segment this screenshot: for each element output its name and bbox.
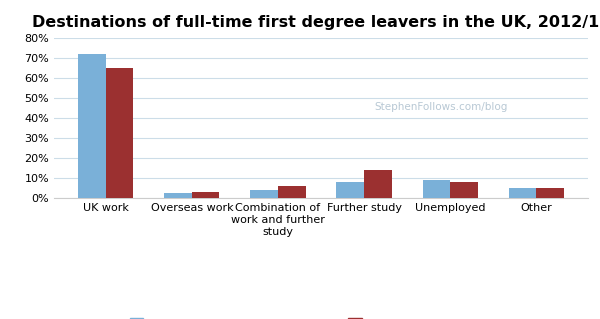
Text: StephenFollows.com/blog: StephenFollows.com/blog [374, 102, 508, 112]
Bar [364, 170, 392, 198]
Title: Destinations of full-time first degree leavers in the UK, 2012/13: Destinations of full-time first degree l… [32, 15, 600, 30]
Bar [106, 68, 133, 198]
Bar [337, 182, 364, 198]
Bar [422, 180, 450, 198]
Bar [164, 193, 192, 198]
Bar [536, 188, 564, 198]
Bar [278, 186, 305, 198]
Bar [192, 192, 220, 198]
Bar [509, 188, 536, 198]
Bar [250, 190, 278, 198]
Bar [450, 182, 478, 198]
Bar [78, 54, 106, 198]
Legend: Creative arts & design graduates, Average for all graduates: Creative arts & design graduates, Averag… [130, 318, 512, 319]
